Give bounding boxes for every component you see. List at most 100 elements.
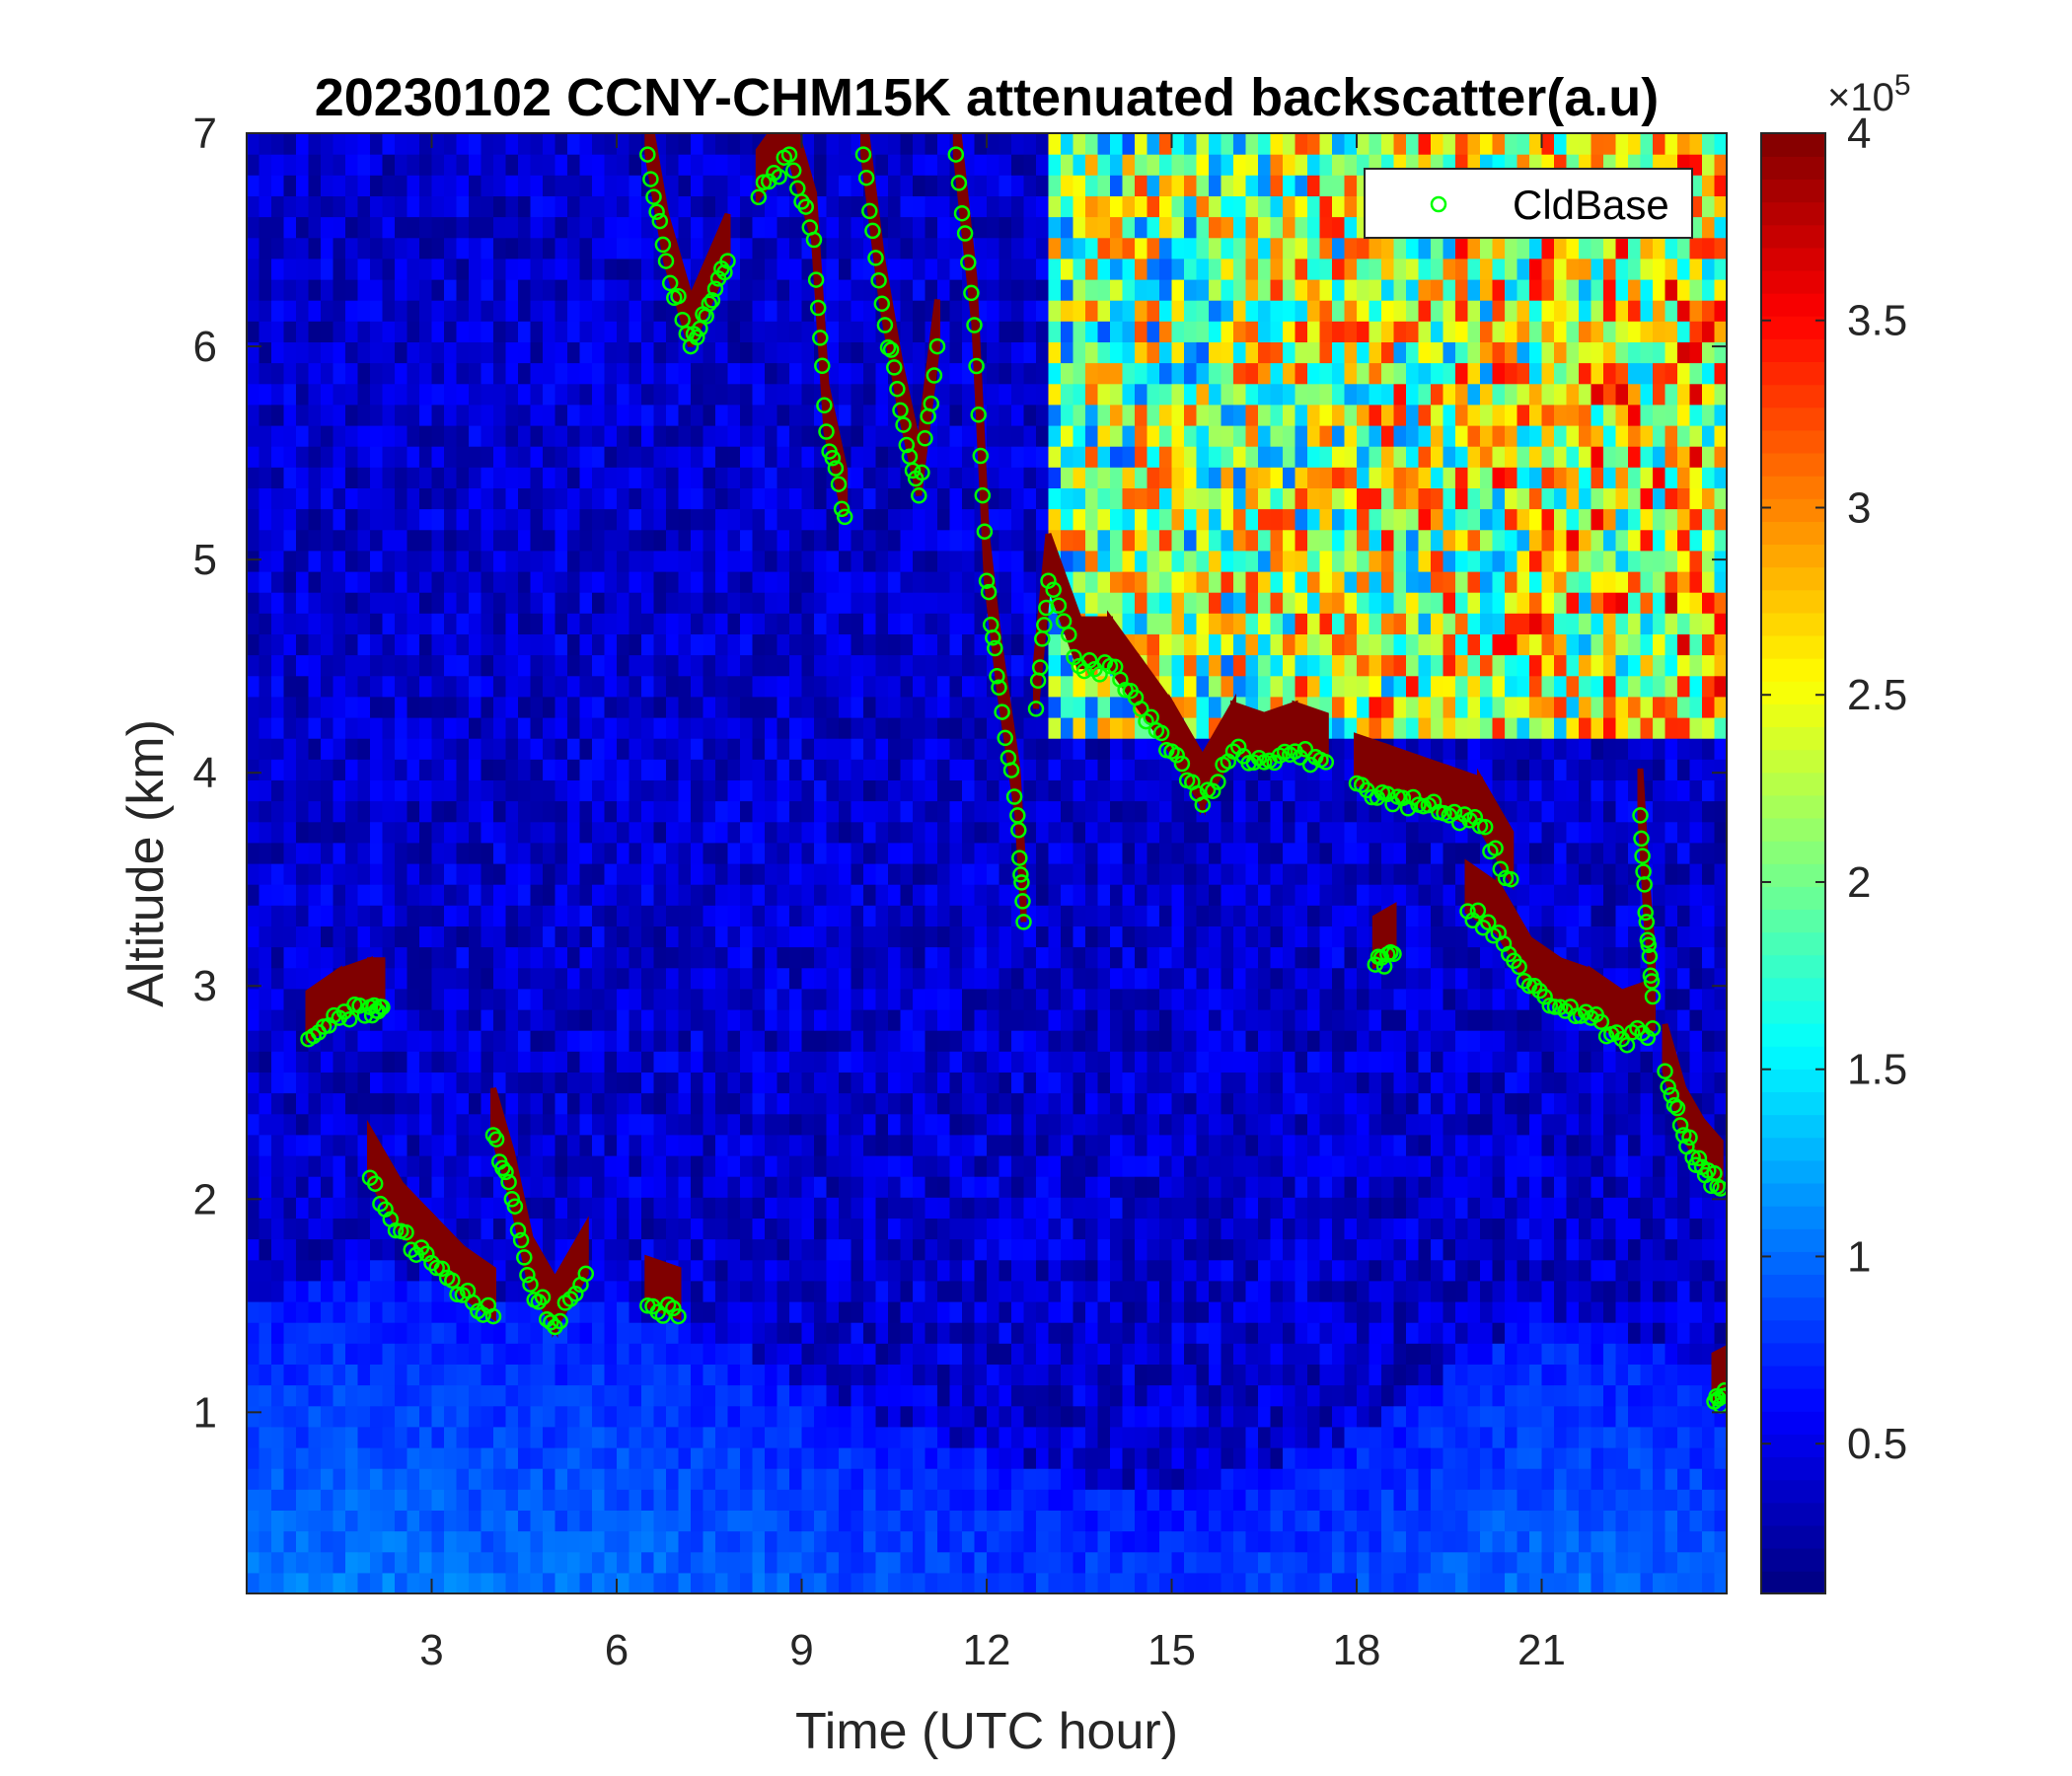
heat-cell [247,1218,260,1240]
heat-cell [345,1197,359,1219]
heat-cell [1110,133,1124,155]
heat-cell [752,1364,766,1386]
heat-cell [863,821,877,844]
heat-cell [407,863,420,885]
heat-cell [641,1072,655,1094]
heat-cell [826,633,840,656]
heat-cell [247,800,260,823]
heat-cell [962,383,976,406]
heat-cell [629,487,642,510]
heat-cell [259,1322,272,1344]
heat-cell [617,696,630,718]
heat-cell [296,467,310,488]
heat-cell [678,467,692,488]
heat-cell [604,258,618,280]
heat-cell [357,362,371,385]
heat-cell [826,133,840,155]
heat-cell [715,633,729,656]
heat-cell [1048,1364,1062,1386]
heat-cell [308,738,322,760]
heat-cell [296,237,310,259]
heat-cell [444,779,458,802]
heat-cell [271,1364,285,1386]
heat-cell [579,571,593,593]
heat-cell [382,654,396,677]
heat-cell [345,1510,359,1532]
heat-cell [345,154,359,176]
heat-cell [321,1468,334,1490]
heat-cell [641,738,655,760]
heat-cell [913,675,926,698]
heat-cell [863,1113,877,1136]
heat-cell [937,1051,951,1073]
heat-cell [395,821,408,844]
heat-cell [518,425,532,447]
heat-cell [839,946,852,969]
heat-cell [666,362,680,385]
heat-cell [259,195,272,218]
heat-cell [579,738,593,760]
heat-cell [653,508,667,531]
heat-cell [604,1072,618,1094]
heat-cell [370,675,384,698]
heat-cell [925,946,938,969]
heat-cell [765,1197,778,1219]
heat-cell [666,863,680,885]
heat-cell [296,550,310,572]
heat-cell [937,1447,951,1469]
heat-cell [370,1280,384,1302]
heat-cell [949,1197,963,1219]
heat-cell [987,925,1000,948]
heat-cell [444,675,458,698]
heat-cell [863,1530,877,1553]
heat-cell [481,884,494,906]
heat-cell [1023,216,1037,239]
heat-cell [703,467,716,488]
heat-cell [974,779,988,802]
heat-cell [801,821,815,844]
heat-cell [518,1113,532,1136]
heat-cell [888,154,902,176]
heat-cell [431,300,445,322]
heat-cell [407,487,420,510]
heat-cell [567,216,581,239]
heat-cell [727,1134,741,1156]
heat-cell [937,300,951,322]
heat-cell [777,1364,790,1386]
heat-cell [839,258,852,280]
heat-cell [604,863,618,885]
heat-cell [653,487,667,510]
heat-cell [357,779,371,802]
heat-cell [937,550,951,572]
heat-cell [1097,779,1111,802]
heat-cell [271,1197,285,1219]
heat-cell [789,529,803,552]
heat-cell [370,362,384,385]
heat-cell [321,696,334,718]
heat-cell [456,508,470,531]
heat-cell [493,1218,507,1240]
heat-cell [382,1384,396,1407]
heat-cell [641,1176,655,1198]
heat-cell [530,341,544,364]
heat-cell [419,1113,433,1136]
heat-cell [567,300,581,322]
heat-cell [308,133,322,155]
heat-cell [1023,967,1037,990]
heat-cell [370,1343,384,1365]
heat-cell [407,592,420,614]
heat-cell [925,1343,938,1365]
heat-cell [333,738,346,760]
heat-cell [259,1009,272,1031]
heat-cell [592,1384,606,1407]
heat-cell [666,1113,680,1136]
heat-cell [1023,1155,1037,1177]
heat-cell [1011,446,1025,468]
heat-cell [345,467,359,488]
heat-cell [604,195,618,218]
heat-cell [826,279,840,301]
heat-cell [592,508,606,531]
heat-cell [1110,759,1124,780]
heat-cell [999,446,1012,468]
heat-cell [567,175,581,196]
